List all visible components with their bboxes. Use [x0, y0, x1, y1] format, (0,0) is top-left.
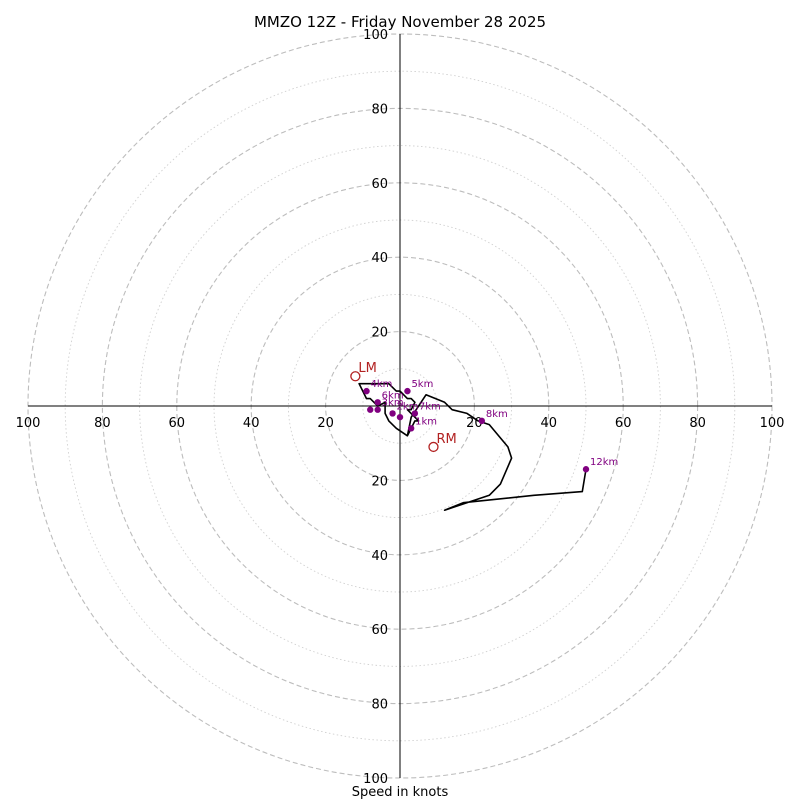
height-dot-5km [404, 387, 411, 395]
x-tick-left-60: 60 [169, 416, 186, 431]
x-tick-left-20: 20 [317, 416, 334, 431]
height-dot-8km [478, 417, 486, 425]
trace-dot-2 [396, 413, 404, 421]
height-label-7km: 7km [419, 401, 441, 412]
height-label-5km: 5km [411, 379, 433, 390]
y-tick-down-60: 60 [371, 623, 388, 638]
storm-motion-markers: LM RM [350, 361, 457, 453]
height-label-6km: 6km [382, 390, 404, 401]
height-dot-1km [407, 425, 415, 432]
y-tick-down-100: 100 [363, 772, 388, 787]
height-dot-4km [363, 387, 370, 395]
y-tick-up-20: 20 [371, 326, 388, 341]
height-dot-2km [389, 410, 396, 417]
x-tick-left-100: 100 [16, 416, 41, 431]
storm-marker-rm [428, 441, 439, 453]
y-tick-down-80: 80 [371, 698, 388, 713]
height-label-4km: 4km [371, 379, 393, 390]
x-axis-label: Speed in knots [352, 785, 449, 800]
x-tick-right-60: 60 [615, 416, 632, 431]
chart-title: MMZO 12Z - Friday November 28 2025 [254, 13, 546, 31]
height-label-3km: 3km [382, 398, 404, 409]
y-tick-down-20: 20 [371, 474, 388, 489]
x-tick-right-100: 100 [760, 416, 785, 431]
height-label-12km: 12km [590, 457, 618, 468]
x-tick-right-80: 80 [689, 416, 706, 431]
height-dot-12km [582, 466, 590, 473]
height-dot-3km [374, 406, 381, 413]
y-tick-up-60: 60 [371, 177, 388, 192]
height-label-1km: 1km [415, 416, 437, 427]
tick-labels: 100 80 60 40 20 20 40 60 80 100 20 40 60 80 100 20 40 60 8… [16, 28, 785, 787]
axes [28, 34, 772, 778]
y-tick-up-80: 80 [371, 102, 388, 117]
wind-trace-line [358, 382, 587, 512]
height-dot-6km [374, 399, 381, 406]
trace-dot-1 [367, 406, 374, 413]
y-tick-up-100: 100 [363, 28, 388, 43]
height-label-8km: 8km [486, 409, 508, 420]
x-tick-left-40: 40 [243, 416, 260, 431]
storm-marker-lm [350, 371, 361, 382]
x-tick-right-40: 40 [541, 416, 558, 431]
height-dot-7km [411, 410, 419, 417]
storm-label-rm: RM [436, 432, 456, 447]
x-tick-right-20: 20 [466, 416, 483, 431]
height-label-2km: 2km [397, 401, 419, 412]
x-tick-left-80: 80 [94, 416, 111, 431]
y-tick-up-40: 40 [371, 251, 388, 266]
storm-label-lm: LM [358, 361, 376, 376]
wind-trace [358, 382, 587, 512]
y-tick-down-40: 40 [371, 549, 388, 564]
